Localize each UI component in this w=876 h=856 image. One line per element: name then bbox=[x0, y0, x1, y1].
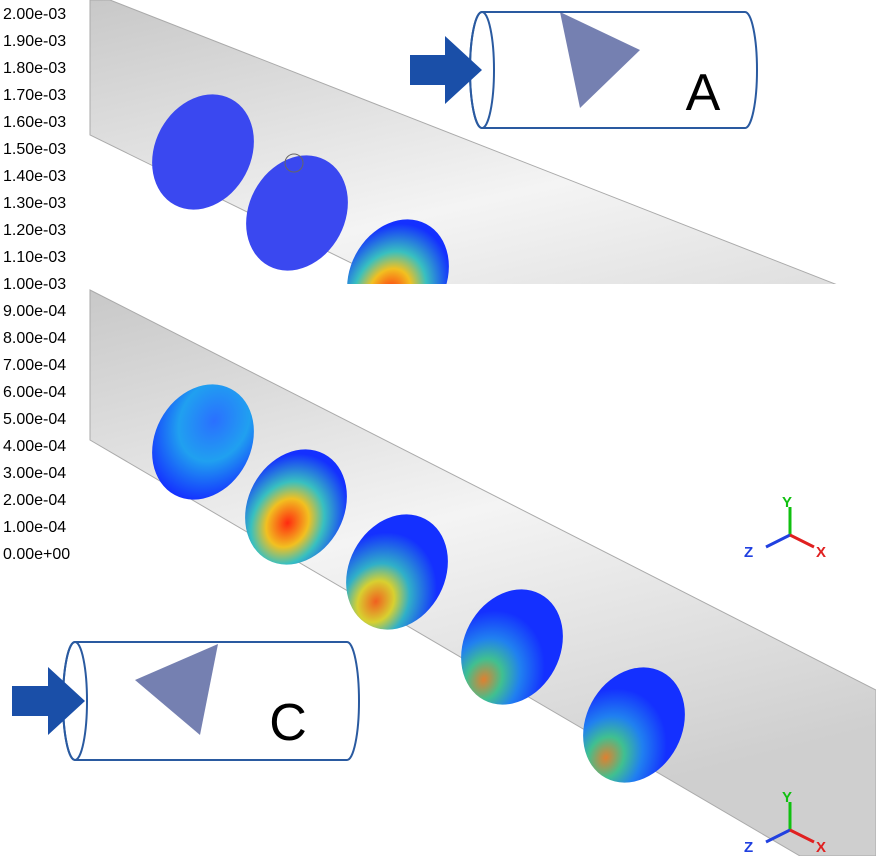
axis-label: X bbox=[816, 839, 826, 856]
axis-label: Z bbox=[744, 544, 753, 561]
colorbar-label: 7.00e-04 bbox=[3, 357, 66, 374]
colorbar-label: 1.80e-03 bbox=[3, 60, 66, 77]
colorbar-label: 1.70e-03 bbox=[3, 87, 66, 104]
colorbar-label: 8.00e-04 bbox=[3, 330, 66, 347]
colorbar-label: 1.60e-03 bbox=[3, 114, 66, 131]
colorbar-label: 5.00e-04 bbox=[3, 411, 66, 428]
inset-label: C bbox=[269, 694, 307, 752]
colorbar-label: 1.00e-04 bbox=[3, 519, 66, 536]
axis-label: Y bbox=[782, 494, 792, 511]
figure: 2.00e-03 1.90e-03 1.80e-03 1.70e-03 1.60e-03… bbox=[0, 0, 876, 856]
inset-c: C bbox=[12, 642, 359, 760]
axis-label: Y bbox=[782, 789, 792, 806]
pipe-c bbox=[90, 284, 876, 856]
colorbar-label: 1.90e-03 bbox=[3, 33, 66, 50]
colorbar-label: 1.10e-03 bbox=[3, 249, 66, 266]
colorbar-label: 3.00e-04 bbox=[3, 465, 66, 482]
colorbar-labels: 2.00e-03 1.90e-03 1.80e-03 1.70e-03 1.60e-03… bbox=[3, 6, 70, 563]
colorbar-label: 0.00e+00 bbox=[3, 546, 70, 563]
colorbar-label: 1.20e-03 bbox=[3, 222, 66, 239]
colorbar-label: 2.00e-03 bbox=[3, 6, 66, 23]
colorbar-label: 1.30e-03 bbox=[3, 195, 66, 212]
colorbar-label: 4.00e-04 bbox=[3, 438, 66, 455]
colorbar-label: 1.40e-03 bbox=[3, 168, 66, 185]
colorbar-label: 1.00e-03 bbox=[3, 276, 66, 293]
colorbar-label: 2.00e-04 bbox=[3, 492, 66, 509]
axis-label: X bbox=[816, 544, 826, 561]
inset-label: A bbox=[686, 64, 721, 122]
colorbar-label: 6.00e-04 bbox=[3, 384, 66, 401]
colorbar-label: 1.50e-03 bbox=[3, 141, 66, 158]
axis-label: Z bbox=[744, 839, 753, 856]
colorbar-label: 9.00e-04 bbox=[3, 303, 66, 320]
inset-a: A bbox=[410, 12, 757, 128]
